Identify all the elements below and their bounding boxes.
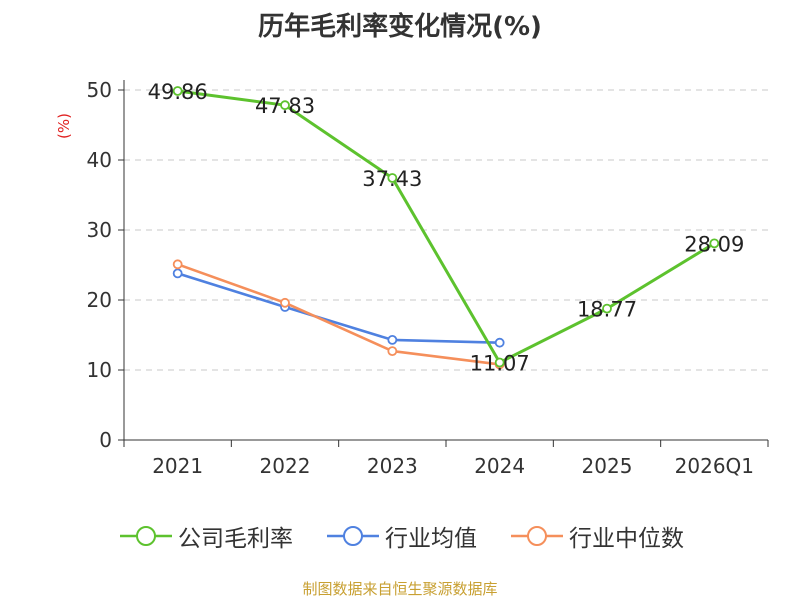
data-point bbox=[280, 297, 290, 308]
x-tick-label: 2022 bbox=[260, 454, 311, 478]
y-tick-label: 0 bbox=[99, 428, 112, 452]
legend-marker-icon bbox=[327, 526, 379, 546]
legend-circle bbox=[136, 526, 156, 546]
legend-circle bbox=[343, 526, 363, 546]
legend-item: 行业均值 bbox=[327, 519, 477, 553]
data-point bbox=[387, 334, 398, 345]
y-tick-label: 10 bbox=[87, 358, 112, 382]
data-point bbox=[172, 86, 183, 96]
y-axis-label: (%) bbox=[55, 113, 73, 139]
data-point bbox=[280, 100, 290, 111]
data-point bbox=[494, 337, 505, 348]
data-point bbox=[494, 357, 505, 368]
data-label: 49.86 bbox=[148, 80, 208, 104]
data-point bbox=[602, 303, 612, 314]
data-label: 18.77 bbox=[577, 298, 637, 322]
legend-label: 行业中位数 bbox=[569, 526, 684, 552]
x-tick-label: 2025 bbox=[582, 454, 633, 478]
data-label: 37.43 bbox=[362, 167, 422, 191]
x-tick-label: 2023 bbox=[367, 454, 418, 478]
y-tick-label: 50 bbox=[87, 78, 112, 102]
grid-lines bbox=[124, 89, 768, 371]
x-tick-label: 2024 bbox=[474, 454, 525, 478]
data-point bbox=[172, 268, 183, 279]
y-tick-label: 40 bbox=[87, 148, 112, 172]
data-label: 47.83 bbox=[255, 94, 315, 118]
legend-marker-icon bbox=[511, 526, 563, 546]
legend-marker-icon bbox=[120, 526, 172, 546]
y-tick-label: 30 bbox=[87, 218, 112, 242]
data-label: 11.07 bbox=[470, 352, 530, 376]
chart-title: 历年毛利率变化情况(%) bbox=[258, 12, 542, 42]
source-footer: 制图数据来自恒生聚源数据库 bbox=[302, 580, 498, 598]
axes: 0 10 20 30 40 50 2021 2022 2023 2024 2025 2026Q1 bbox=[87, 78, 769, 478]
x-tick-label: 2021 bbox=[152, 454, 203, 478]
legend-item: 公司毛利率 bbox=[120, 519, 293, 553]
series-line bbox=[177, 89, 716, 365]
legend-label: 行业均值 bbox=[385, 526, 477, 552]
y-tick-label: 20 bbox=[87, 288, 112, 312]
legend-item: 行业中位数 bbox=[511, 519, 684, 553]
data-point bbox=[709, 238, 720, 249]
data-label: 28.09 bbox=[684, 232, 744, 256]
legend: 公司毛利率 行业均值 行业中位数 bbox=[120, 518, 718, 554]
legend-label: 公司毛利率 bbox=[178, 526, 293, 552]
data-point bbox=[387, 346, 398, 357]
data-labels: 49.86 47.83 37.43 11.07 18.77 28.09 bbox=[148, 80, 745, 376]
data-point bbox=[172, 259, 183, 270]
series-line bbox=[177, 263, 500, 366]
series-group bbox=[172, 86, 720, 370]
series-line bbox=[177, 272, 500, 344]
legend-circle bbox=[527, 526, 547, 546]
x-tick-label: 2026Q1 bbox=[675, 454, 754, 478]
data-point bbox=[387, 173, 398, 183]
